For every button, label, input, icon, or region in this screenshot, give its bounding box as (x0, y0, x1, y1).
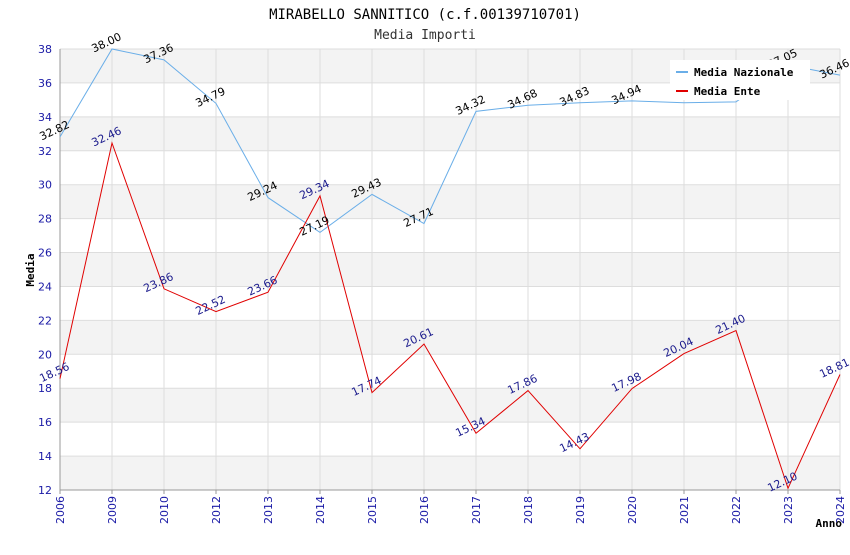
x-tick-label: 2019 (574, 496, 587, 524)
legend-label-0: Media Nazionale (694, 66, 794, 79)
x-tick-label: 2022 (730, 496, 743, 524)
y-tick-label: 20 (38, 348, 52, 361)
y-tick-label: 38 (38, 43, 52, 56)
plot-band (60, 320, 840, 355)
x-tick-label: 2021 (678, 496, 691, 524)
legend: Media Nazionale Media Ente (670, 60, 810, 100)
x-axis-title: Anno (816, 517, 843, 530)
x-tick-label: 2020 (626, 496, 639, 524)
legend-label-1: Media Ente (694, 85, 761, 98)
x-tick-label: 2018 (522, 496, 535, 524)
x-tick-label: 2012 (210, 496, 223, 524)
plot-band (60, 116, 840, 151)
chart-subtitle: Media Importi (374, 28, 476, 43)
series-line-1 (59, 141, 841, 490)
plot-band (60, 184, 840, 219)
plot-band (60, 252, 840, 287)
legend-box (670, 60, 810, 100)
x-tick-label: 2017 (470, 496, 483, 524)
plot-band (60, 456, 840, 490)
y-tick-label: 16 (38, 416, 52, 429)
chart-title: MIRABELLO SANNITICO (c.f.00139710701) (269, 7, 581, 23)
x-tick-label: 2015 (366, 496, 379, 524)
x-tick-label: 2010 (158, 496, 171, 524)
y-tick-label: 12 (38, 484, 52, 497)
y-tick-label: 30 (38, 179, 52, 192)
y-tick-label: 36 (38, 77, 52, 90)
plot-band (60, 354, 840, 389)
y-tick-label: 34 (38, 111, 52, 124)
x-tick-label: 2006 (54, 496, 67, 524)
x-tick-label: 2013 (262, 496, 275, 524)
series-lines (59, 48, 841, 490)
plot-band (60, 286, 840, 321)
y-tick-label: 32 (38, 145, 52, 158)
y-tick-label: 26 (38, 247, 52, 260)
plot-band (60, 422, 840, 457)
x-tick-label: 2023 (782, 496, 795, 524)
y-axis-title: Media (24, 253, 37, 286)
x-tick-label: 2016 (418, 496, 431, 524)
series-line-0 (59, 48, 841, 234)
plot-band (60, 388, 840, 423)
y-tick-label: 18 (38, 382, 52, 395)
y-tick-label: 28 (38, 213, 52, 226)
x-tick-label: 2024 (834, 496, 847, 524)
y-tick-label: 22 (38, 314, 52, 327)
plot-bands (60, 49, 840, 490)
x-tick-label: 2009 (106, 496, 119, 524)
y-tick-label: 24 (38, 280, 52, 293)
y-tick-label: 14 (38, 450, 52, 463)
x-tick-label: 2014 (314, 496, 327, 524)
plot-band (60, 218, 840, 253)
